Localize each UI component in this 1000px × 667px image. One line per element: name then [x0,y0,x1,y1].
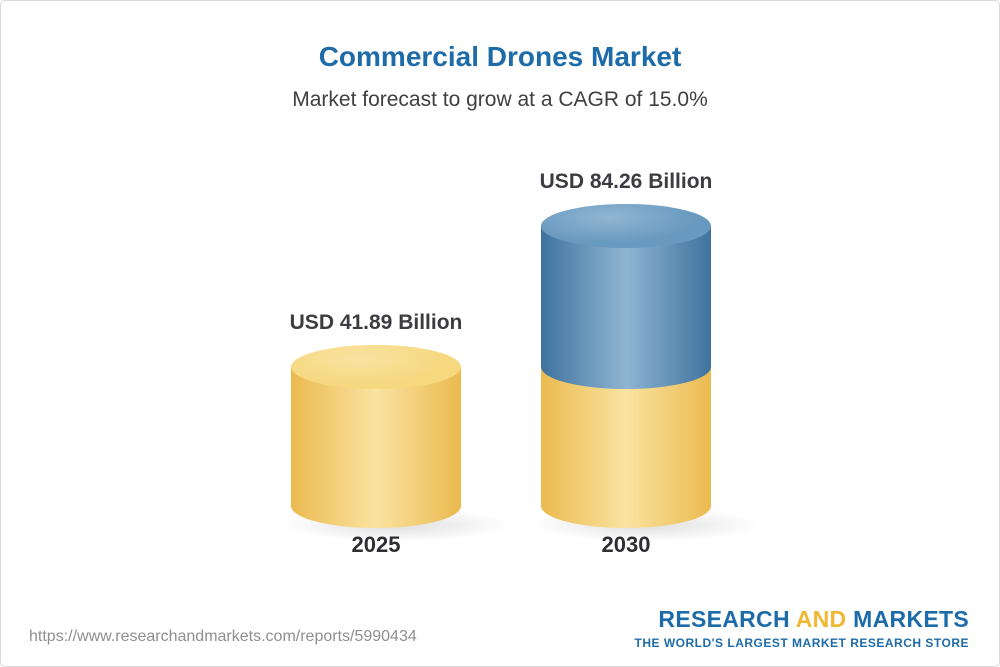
source-url: https://www.researchandmarkets.com/repor… [29,628,417,645]
logo-word-research: RESEARCH [658,606,790,632]
bar-segment-body [541,366,711,506]
bar-year-label: 2030 [601,532,651,557]
bar-year-label: 2025 [351,532,401,557]
chart-title: Commercial Drones Market [318,41,682,72]
chart-subtitle: Market forecast to grow at a CAGR of 15.… [292,88,708,111]
bar-segment-body [291,366,461,506]
bar-top-cap [291,344,461,389]
logo-tagline: THE WORLD'S LARGEST MARKET RESEARCH STOR… [634,636,969,650]
bar-value-label: USD 41.89 Billion [289,310,463,334]
bar-value-label: USD 84.26 Billion [539,170,713,193]
logo-word-and: AND [795,606,847,632]
research-and-markets-logo: RESEARCH AND MARKETS THE WORLD'S LARGEST… [635,606,969,650]
logo-wordmark: RESEARCH AND MARKETS [635,606,969,633]
bar-top-cap [541,204,711,248]
bar-segment-body [541,226,711,367]
logo-word-markets: MARKETS [853,606,969,632]
